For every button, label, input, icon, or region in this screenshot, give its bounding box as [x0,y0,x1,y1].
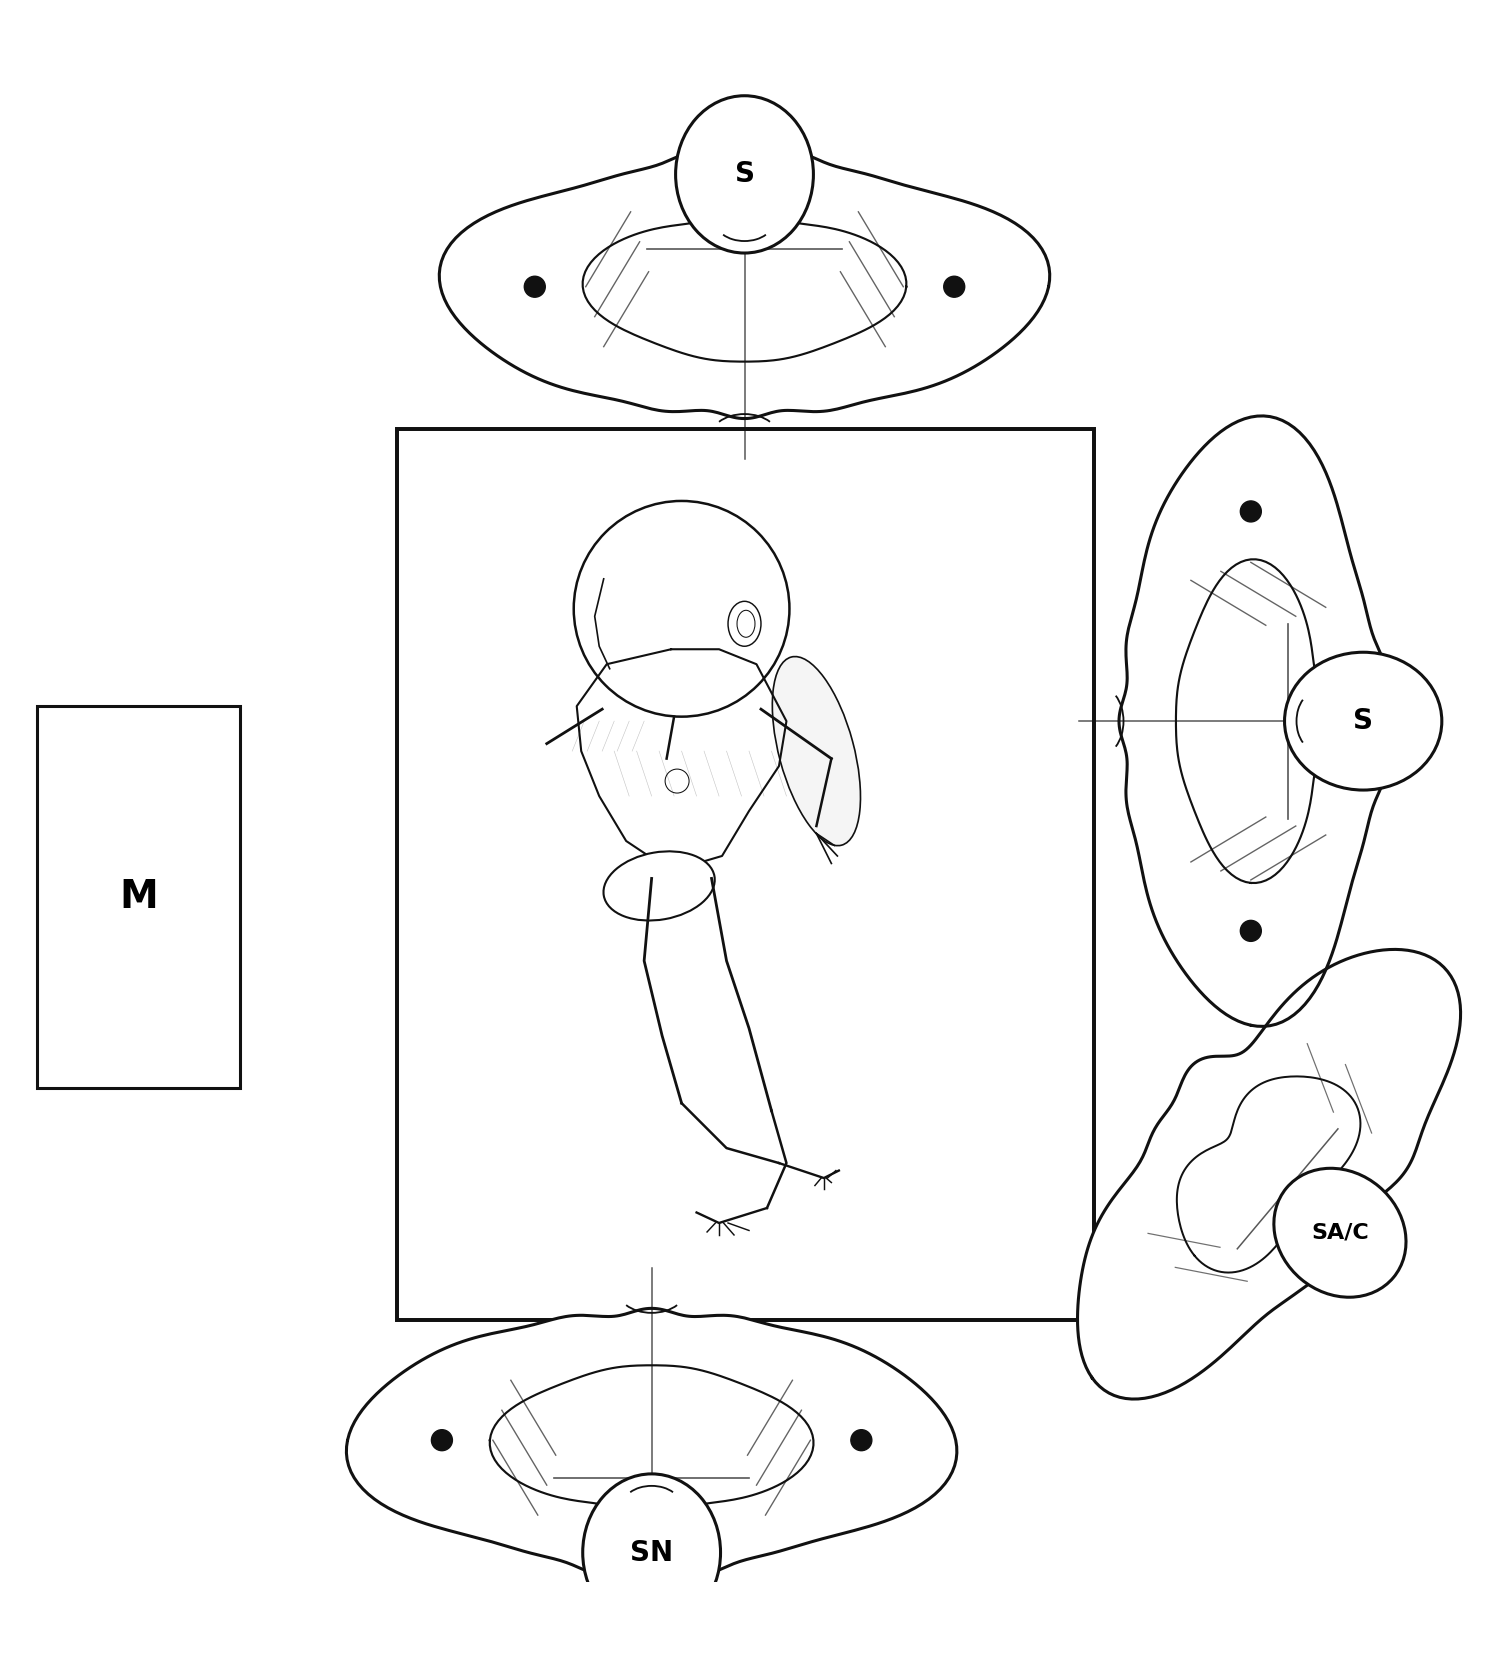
Circle shape [1240,920,1261,942]
Text: S: S [734,160,755,188]
Circle shape [1240,502,1261,522]
Text: SN: SN [631,1539,673,1567]
Polygon shape [439,152,1050,418]
Bar [397,428,1094,1320]
Ellipse shape [583,1474,721,1632]
Text: SA/C: SA/C [1311,1224,1369,1244]
Circle shape [944,277,965,297]
Text: M: M [120,879,157,917]
Polygon shape [1119,417,1386,1027]
Polygon shape [346,1309,957,1575]
Ellipse shape [728,602,761,647]
Ellipse shape [604,852,715,920]
Polygon shape [577,648,786,870]
Ellipse shape [773,657,860,845]
Ellipse shape [676,95,813,253]
Text: S: S [1353,707,1374,735]
Polygon shape [1077,950,1461,1399]
Ellipse shape [1284,652,1441,790]
Circle shape [524,277,545,297]
Circle shape [851,1430,872,1450]
Ellipse shape [1273,1169,1407,1297]
Circle shape [431,1430,452,1450]
Bar [37,707,240,1089]
Circle shape [574,502,789,717]
